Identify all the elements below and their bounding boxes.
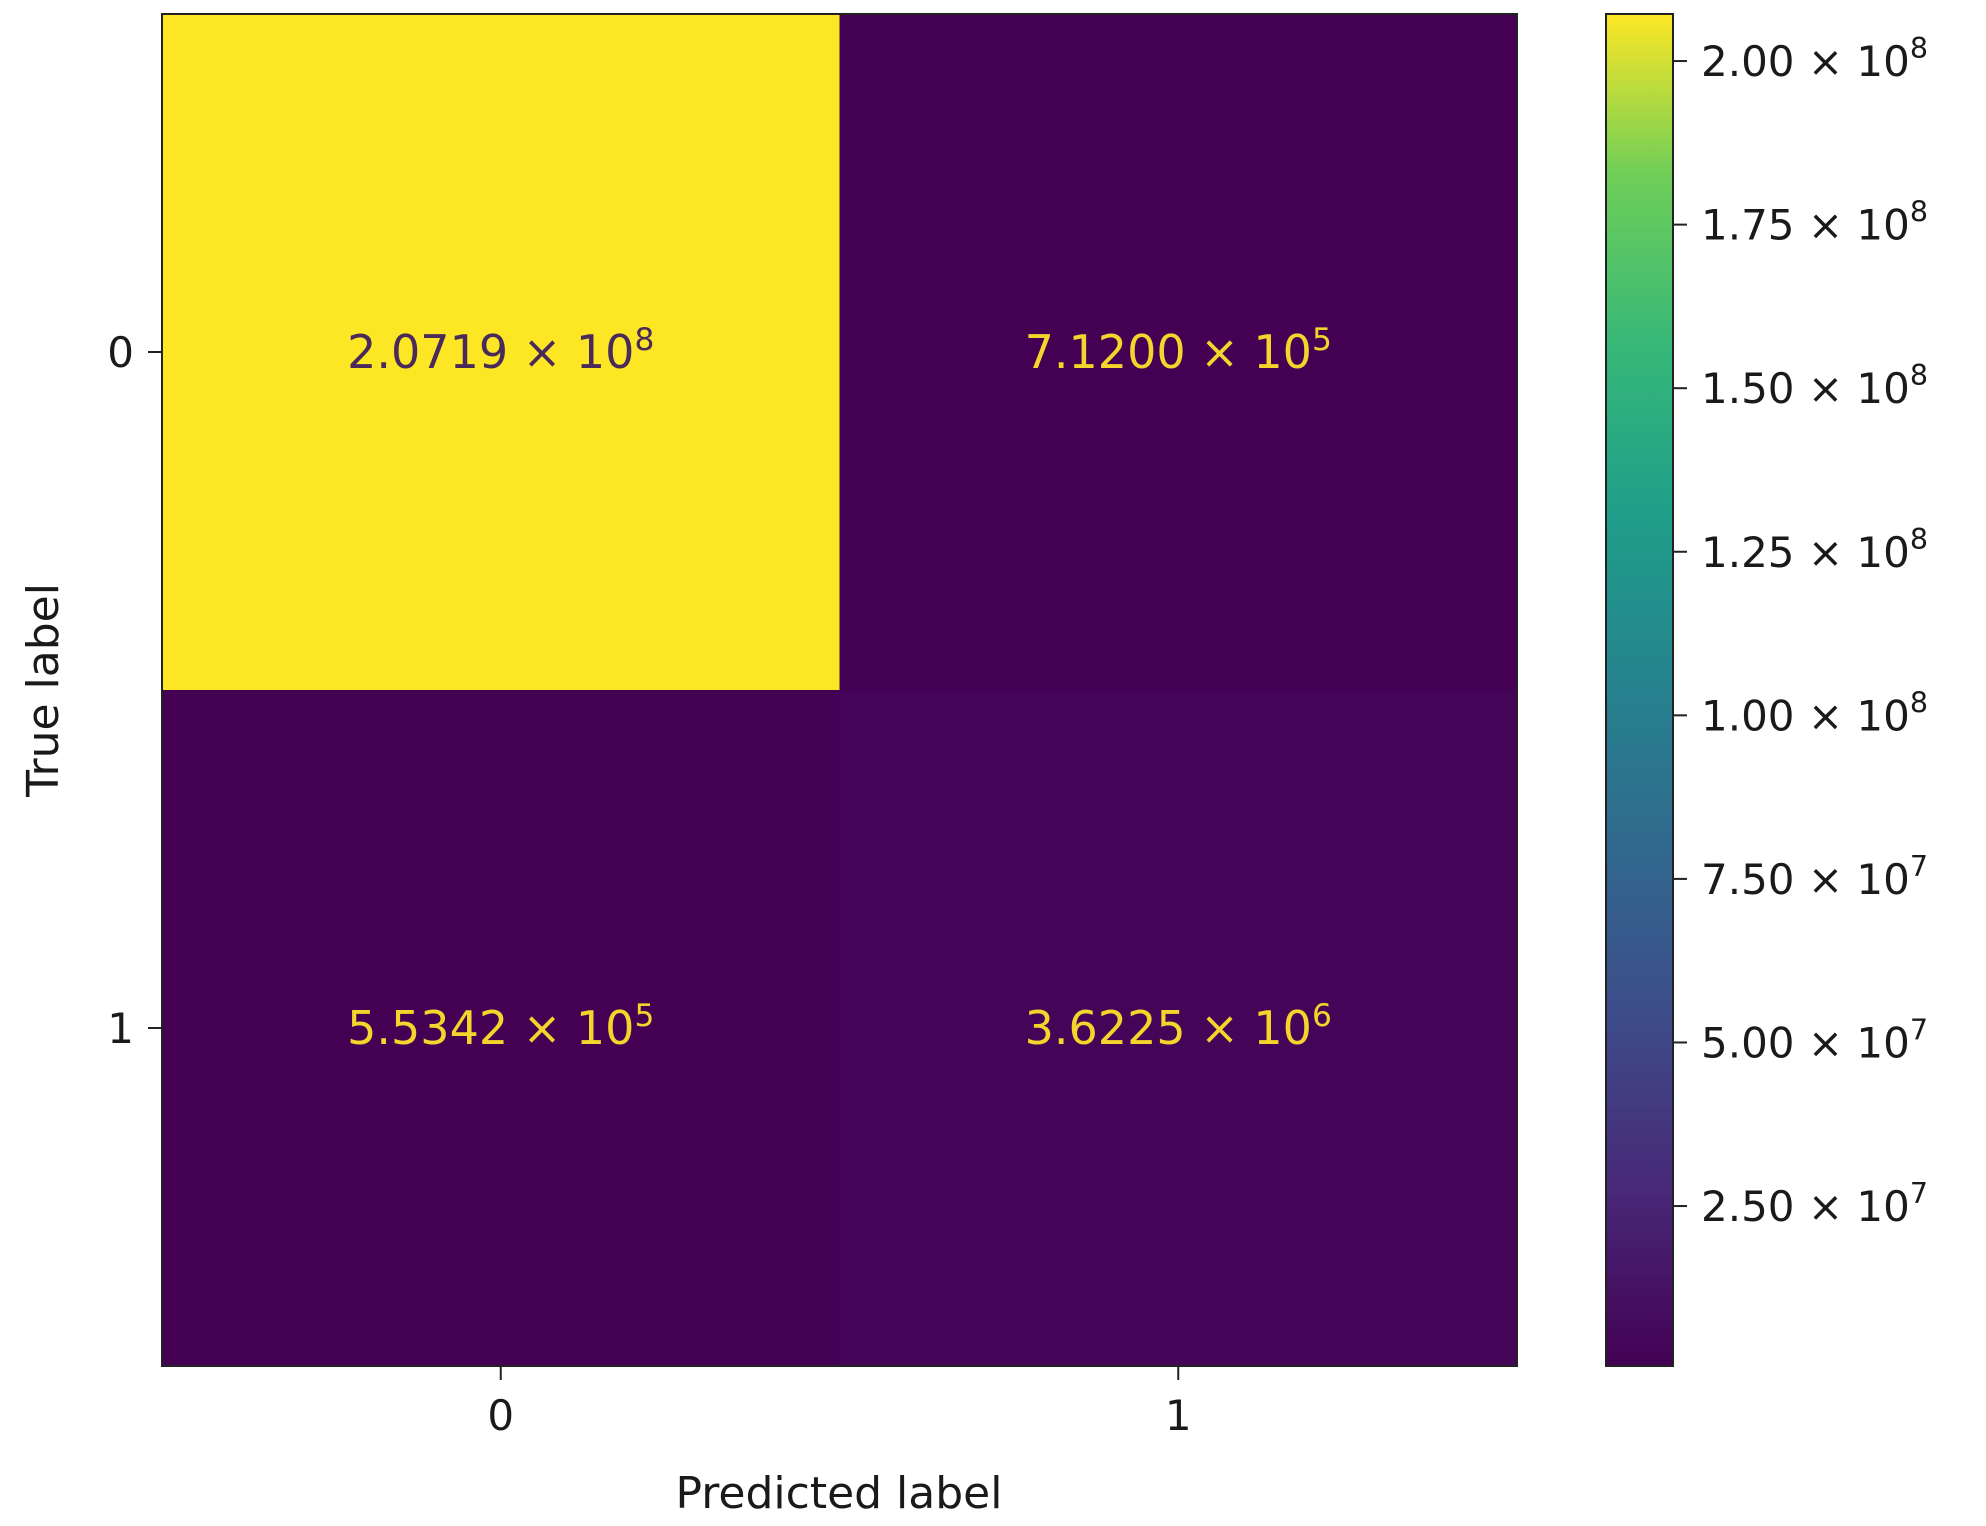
colorbar-tick-label: 2.00 × 108 — [1701, 31, 1928, 86]
colorbar — [1605, 13, 1674, 1367]
plot-frame — [161, 13, 1518, 1367]
heatmap-cells — [162, 14, 1517, 1366]
y-axis-label: True label — [18, 583, 69, 798]
colorbar-tick-label: 2.50 × 107 — [1701, 1176, 1928, 1231]
cell-value-label: 3.6225 × 106 — [1025, 998, 1332, 1055]
heatmap-cell — [162, 14, 840, 690]
cell-value-label: 2.0719 × 108 — [347, 322, 654, 379]
y-tick-label: 1 — [107, 1004, 134, 1053]
colorbar-tick-label: 1.75 × 108 — [1701, 195, 1928, 250]
x-tick-label: 0 — [487, 1391, 514, 1440]
heatmap-cell — [839, 14, 1517, 690]
cell-value-label: 5.5342 × 105 — [347, 998, 654, 1055]
x-tick-label: 1 — [1165, 1391, 1192, 1440]
y-tick-label: 0 — [107, 328, 134, 377]
colorbar-tick-label: 1.50 × 108 — [1701, 358, 1928, 413]
y-axis: 01 — [107, 328, 162, 1053]
cell-value-labels: 2.0719 × 108 7.1200 × 105 5.5342 × 105 3.62… — [347, 322, 1332, 1055]
heatmap-cell — [162, 690, 840, 1366]
colorbar-ticks: 2.50 × 107 5.00 × 107 7.50 × 107 1.00 × 108… — [1673, 31, 1928, 1231]
colorbar-tick-label: 1.00 × 108 — [1701, 685, 1928, 740]
colorbar-tick-label: 7.50 × 107 — [1701, 849, 1928, 904]
x-axis-label: Predicted label — [676, 1468, 1003, 1519]
cell-value-label: 7.1200 × 105 — [1025, 322, 1332, 379]
heatmap-cell — [839, 690, 1517, 1366]
colorbar-tick-label: 1.25 × 108 — [1701, 522, 1928, 577]
colorbar-tick-label: 5.00 × 107 — [1701, 1012, 1928, 1067]
